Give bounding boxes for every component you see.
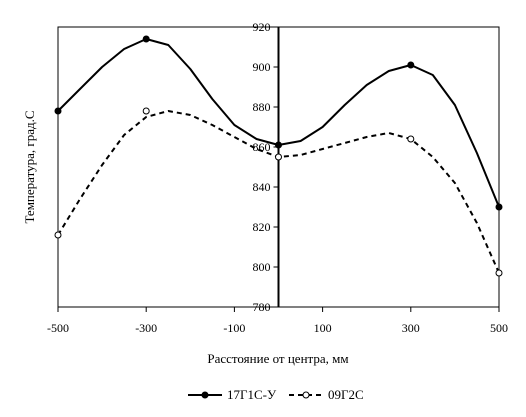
y-tick-label: 780 (253, 300, 271, 314)
data-point-series-2 (142, 107, 150, 115)
legend-marker-series-1 (201, 391, 209, 399)
x-axis-title: Расстояние от центра, мм (207, 351, 348, 366)
x-tick-label: 500 (490, 321, 508, 335)
legend-marker-series-2 (302, 391, 310, 399)
data-point-series-1 (54, 107, 62, 115)
legend-label-series-2: 09Г2С (328, 387, 364, 402)
x-tick-label: -300 (135, 321, 157, 335)
y-tick-label: 820 (253, 220, 271, 234)
data-point-series-2 (275, 153, 282, 161)
tick-label-layer: -500 -300 -100 100 300 500 780 800 820 840 860 880 9… (47, 20, 508, 335)
legend: 17Г1С-У 09Г2С (188, 387, 364, 402)
data-point-series-1 (495, 203, 503, 211)
axis-layer (57, 26, 500, 312)
data-point-series-2 (54, 231, 62, 239)
y-tick-label: 880 (253, 100, 271, 114)
y-tick-label: 800 (253, 260, 271, 274)
y-tick-label: 920 (253, 20, 271, 34)
legend-label-series-1: 17Г1С-У (227, 387, 277, 402)
y-axis-title: Температура, град.С (22, 110, 37, 223)
data-point-series-2 (407, 135, 415, 143)
data-point-series-1 (142, 35, 150, 43)
data-point-series-1 (407, 61, 415, 69)
x-tick-label: 300 (402, 321, 420, 335)
series-layer (54, 35, 503, 277)
data-point-series-2 (495, 269, 503, 277)
y-tick-label: 840 (253, 180, 271, 194)
y-tick-label: 900 (253, 60, 271, 74)
x-tick-label: -500 (47, 321, 69, 335)
y-tick-label: 860 (253, 140, 271, 154)
x-tick-label: 100 (314, 321, 332, 335)
x-tick-label: -100 (223, 321, 245, 335)
data-point-series-1 (275, 141, 282, 149)
